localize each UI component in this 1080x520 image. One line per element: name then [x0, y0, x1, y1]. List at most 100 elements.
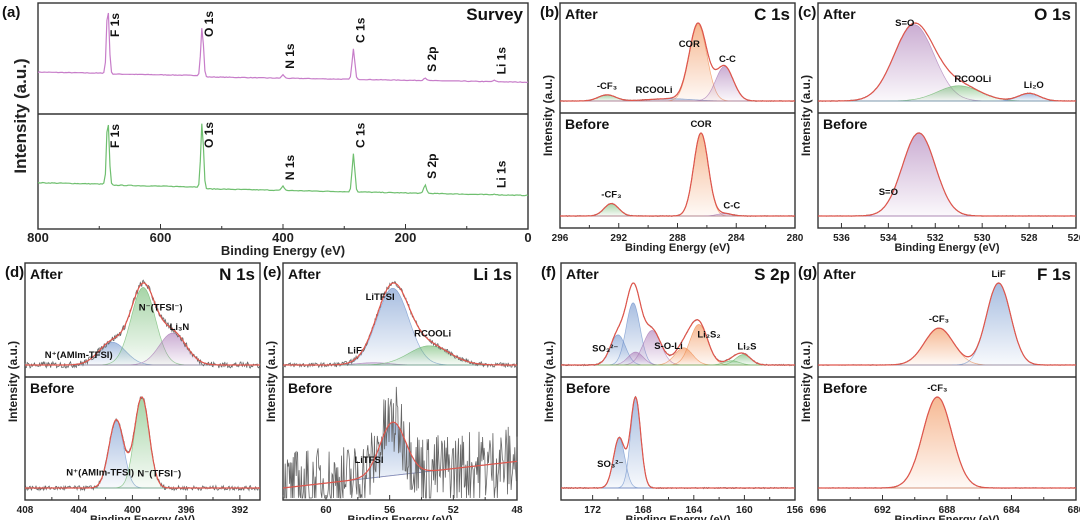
peak-label: N 1s [283, 154, 297, 180]
x-tick-label: 396 [178, 505, 195, 516]
x-axis-label: Binding Energy (eV) [347, 514, 452, 520]
x-axis-label: Binding Energy (eV) [894, 514, 999, 520]
fit-component [560, 203, 795, 217]
panel-letter: (g) [798, 264, 817, 281]
peak-label: S-O-Li [654, 341, 683, 352]
panel-letter: (c) [798, 4, 816, 21]
x-tick-label: 400 [124, 505, 141, 516]
x-tick-label: 164 [685, 505, 702, 516]
panel-b: 296 292 288 284 280 Binding Energy (eV) Intens… [540, 2, 804, 254]
x-tick-label: 692 [874, 505, 891, 516]
peak-label: S 2p [425, 154, 439, 179]
spectrum-state-label: After [288, 266, 321, 282]
spectrum-state-label: Before [823, 380, 868, 396]
fit-envelope [282, 421, 518, 489]
fit-envelope [818, 282, 1076, 366]
spectrum-after: After SO₃²⁻ S-O-Li Li₂S₂ Li₂S [560, 266, 796, 367]
peak-label: -CF₃ [597, 81, 617, 92]
spectrum-before: Before S=O [817, 116, 1077, 217]
spectrum-state-label: After [823, 6, 856, 22]
fit-envelope [25, 396, 260, 489]
spectrum-state-label: After [30, 266, 63, 282]
x-tick-label: 800 [27, 230, 49, 245]
fit-envelope [560, 22, 795, 102]
panel-g: 696 692 688 684 680 Binding Energy (eV) Intens… [798, 262, 1080, 520]
panel-title: O 1s [1034, 5, 1071, 24]
peak-label: -CF₃ [929, 314, 949, 325]
plot-frame [24, 262, 261, 501]
spectrum-before: Before SO₃²⁻ [560, 380, 796, 490]
panel-title: C 1s [754, 5, 790, 24]
y-axis-label: Intensity (a.u.) [6, 341, 20, 422]
panel-e: 60 56 52 48 Binding Energy (eV) Intensity (a.… [263, 262, 523, 520]
spectrum-after: After LiF LiTFSI RCOOLi [282, 266, 518, 369]
survey-trace [37, 123, 529, 197]
spectrum-state-label: After [566, 266, 599, 282]
peak-label: Li₃N [170, 322, 190, 333]
peak-label: N⁻(TFSI⁻) [137, 468, 181, 479]
peak-label: O 1s [202, 11, 216, 37]
x-tick-label: 600 [150, 230, 172, 245]
peak-label: COR [679, 39, 700, 50]
x-tick-label: 526 [1068, 233, 1080, 244]
fit-envelope [25, 282, 260, 366]
x-axis-label: Binding Energy (eV) [221, 243, 345, 258]
panel-title: N 1s [219, 265, 255, 284]
x-tick-label: 160 [736, 505, 753, 516]
x-axis-label: Binding Energy (eV) [625, 514, 730, 520]
fit-component [818, 396, 1076, 489]
peak-label: N⁺(AMIm-TFSI) [66, 468, 134, 479]
peak-label: Li₂S₂ [697, 330, 720, 341]
x-tick-label: 528 [1021, 233, 1038, 244]
x-tick-label: 684 [1003, 505, 1020, 516]
panel-letter: (b) [540, 4, 559, 21]
fit-component [283, 287, 517, 366]
fit-envelope [561, 396, 795, 489]
x-tick-label: 530 [974, 233, 991, 244]
fit-component [560, 24, 795, 102]
fit-component [561, 437, 795, 489]
x-tick-label: 156 [787, 505, 804, 516]
x-tick-label: 200 [395, 230, 417, 245]
fit-component [560, 132, 795, 217]
peak-label: C-C [719, 54, 736, 65]
fit-envelope [818, 396, 1076, 489]
y-axis-label: Intensity (a.u.) [541, 75, 555, 156]
y-axis-label: Intensity (a.u.) [799, 75, 813, 156]
peak-label: Li₂O [1024, 80, 1044, 91]
panel-letter: (e) [263, 264, 281, 281]
fit-component [818, 132, 1076, 217]
peak-label: SO₃²⁻ [592, 343, 618, 354]
x-tick-label: 292 [610, 233, 627, 244]
peak-label: N⁺(AMIm-TFSI) [45, 350, 113, 361]
panel-letter: (f) [541, 264, 556, 281]
y-axis-label: Intensity (a.u.) [542, 341, 556, 422]
peak-label: O 1s [202, 122, 216, 148]
x-tick-label: 400 [272, 230, 294, 245]
panel-letter: (a) [2, 4, 20, 21]
x-tick-label: 172 [584, 505, 601, 516]
spectrum-after: After S=O RCOOLi Li₂O [817, 6, 1077, 102]
plot-frame [560, 262, 796, 501]
panel-title: F 1s [1037, 265, 1071, 284]
panel-a: 800 600 400 200 0 Binding Energy (eV) Intensit… [2, 2, 532, 258]
peak-label: LiTFSI [366, 292, 395, 303]
raw-data-line [559, 22, 796, 102]
plot-frame [817, 2, 1077, 229]
x-tick-label: 60 [320, 505, 332, 516]
peak-label: Li₂S [737, 341, 756, 352]
spectrum-state-label: Before [288, 380, 333, 396]
x-axis-label: Binding Energy (eV) [894, 242, 999, 254]
peak-label: C-C [723, 200, 740, 211]
x-tick-label: 56 [384, 505, 396, 516]
peak-label: S=O [879, 187, 898, 198]
peak-label: RCOOLi [954, 74, 991, 85]
peak-label: F 1s [108, 124, 122, 148]
x-tick-label: 404 [70, 505, 87, 516]
panel-title: S 2p [754, 265, 790, 284]
x-axis-label: Binding Energy (eV) [625, 242, 730, 254]
x-tick-label: 534 [880, 233, 897, 244]
x-axis-label: Binding Energy (eV) [90, 514, 195, 520]
peak-label: C 1s [353, 17, 367, 43]
peak-label: Li 1s [494, 160, 508, 188]
